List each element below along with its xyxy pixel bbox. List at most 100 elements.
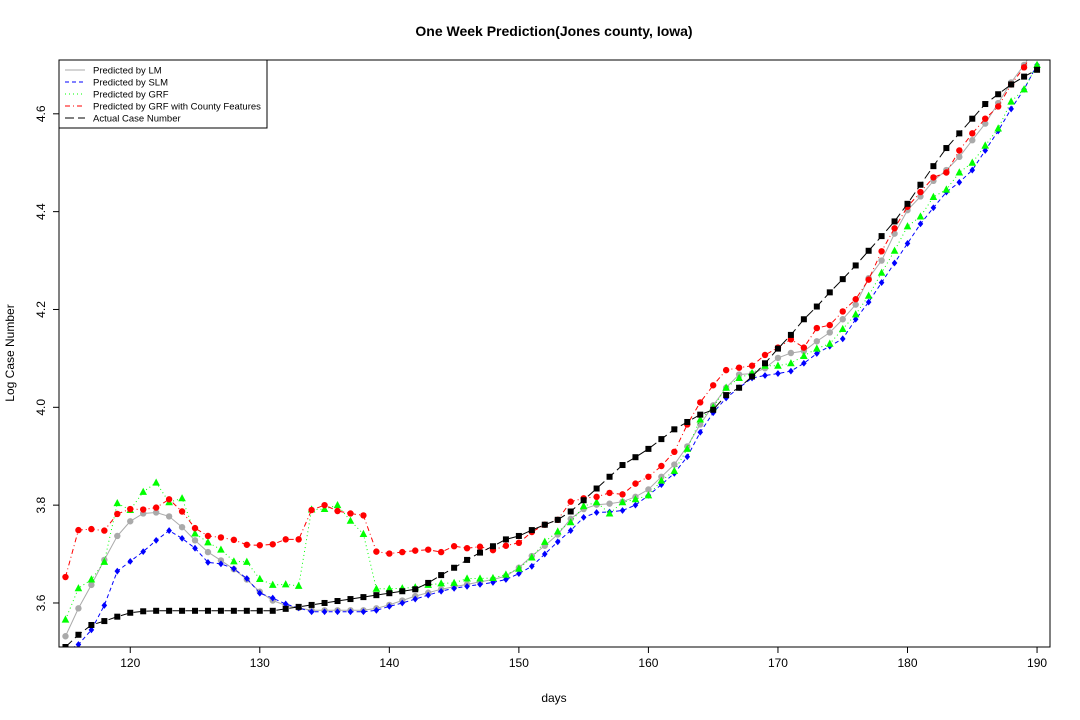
series-point	[204, 532, 212, 540]
series-point	[192, 607, 199, 614]
series-point	[541, 521, 548, 528]
series-point	[75, 526, 82, 534]
series-point	[1007, 97, 1015, 105]
series-point	[205, 558, 211, 566]
series-point	[878, 279, 885, 286]
series-point	[114, 510, 121, 518]
series-point	[256, 607, 263, 614]
series-point	[243, 541, 251, 548]
series-point	[775, 370, 781, 377]
series-point	[969, 137, 976, 144]
series-point	[437, 548, 445, 556]
series-point	[735, 364, 743, 371]
series-point	[165, 513, 173, 520]
series-point	[502, 570, 510, 578]
legend-label: Predicted by LM	[93, 66, 162, 77]
series-point	[787, 331, 794, 338]
series-point	[710, 406, 717, 413]
series-point	[243, 607, 250, 614]
series-point	[425, 579, 432, 586]
series-point	[114, 532, 121, 540]
series-point	[230, 536, 238, 544]
series-point	[929, 192, 938, 200]
series-point	[877, 268, 886, 276]
series-point	[579, 501, 588, 510]
series-point	[333, 500, 342, 509]
series-point	[891, 225, 898, 232]
series-point	[359, 529, 368, 538]
series-point	[373, 592, 380, 599]
series-point	[774, 354, 782, 362]
series-point	[851, 310, 860, 318]
series-point	[399, 599, 406, 607]
series-point	[308, 506, 315, 514]
series-point	[890, 246, 899, 254]
y-tick-label: 4.2	[34, 301, 48, 318]
series-point	[87, 575, 96, 583]
series-point	[140, 608, 147, 615]
series-point	[593, 509, 600, 516]
series-point	[269, 594, 276, 602]
series-point	[243, 557, 251, 565]
series-point	[152, 478, 160, 486]
y-tick-label: 3.6	[34, 594, 48, 611]
series-point	[282, 600, 289, 608]
series-point	[943, 169, 950, 176]
series-point	[813, 303, 820, 310]
x-tick-label: 150	[509, 656, 529, 670]
series-point	[658, 436, 665, 443]
series-point	[451, 564, 458, 571]
series-point	[982, 101, 989, 108]
series-point	[878, 257, 885, 264]
series-point	[399, 588, 406, 595]
series-point	[386, 602, 393, 610]
series-point	[930, 174, 937, 181]
series-point	[878, 248, 885, 255]
series-point	[153, 536, 159, 544]
series-point	[515, 564, 523, 572]
series-point	[294, 581, 303, 589]
series-point	[982, 147, 989, 154]
series-point	[63, 648, 69, 655]
series-point	[62, 644, 69, 647]
series-point	[114, 613, 121, 620]
series-point	[101, 618, 108, 625]
series-point	[619, 491, 626, 498]
series-point	[774, 361, 782, 369]
series-point	[477, 580, 483, 588]
series-point	[334, 507, 341, 515]
series-point	[373, 606, 380, 614]
series-point	[100, 557, 109, 565]
series-point	[153, 607, 160, 614]
series-point	[865, 276, 872, 283]
series-point	[61, 615, 70, 623]
series-point	[813, 324, 821, 332]
series-point	[295, 536, 302, 543]
series-point	[373, 548, 380, 555]
series-point	[826, 329, 833, 336]
series-point	[787, 359, 795, 367]
series-point	[955, 168, 964, 176]
series-point	[969, 115, 976, 122]
series-point	[956, 153, 963, 161]
series-point	[605, 509, 614, 517]
series-point	[697, 421, 704, 428]
series-point	[684, 453, 691, 461]
series-point	[697, 411, 704, 418]
series-point	[917, 181, 924, 188]
series-point	[101, 527, 108, 534]
series-point	[813, 338, 821, 345]
series-point	[826, 289, 833, 296]
series-point	[722, 366, 730, 374]
series-point	[450, 578, 458, 586]
series-point	[477, 549, 484, 556]
series-point	[178, 494, 186, 502]
series-point	[644, 491, 653, 499]
series-point	[969, 130, 976, 137]
series-point	[192, 544, 198, 552]
series-point	[1008, 105, 1014, 113]
series-point	[295, 603, 302, 610]
series-point	[943, 145, 950, 152]
series-point	[217, 607, 224, 614]
series-point	[567, 527, 574, 534]
